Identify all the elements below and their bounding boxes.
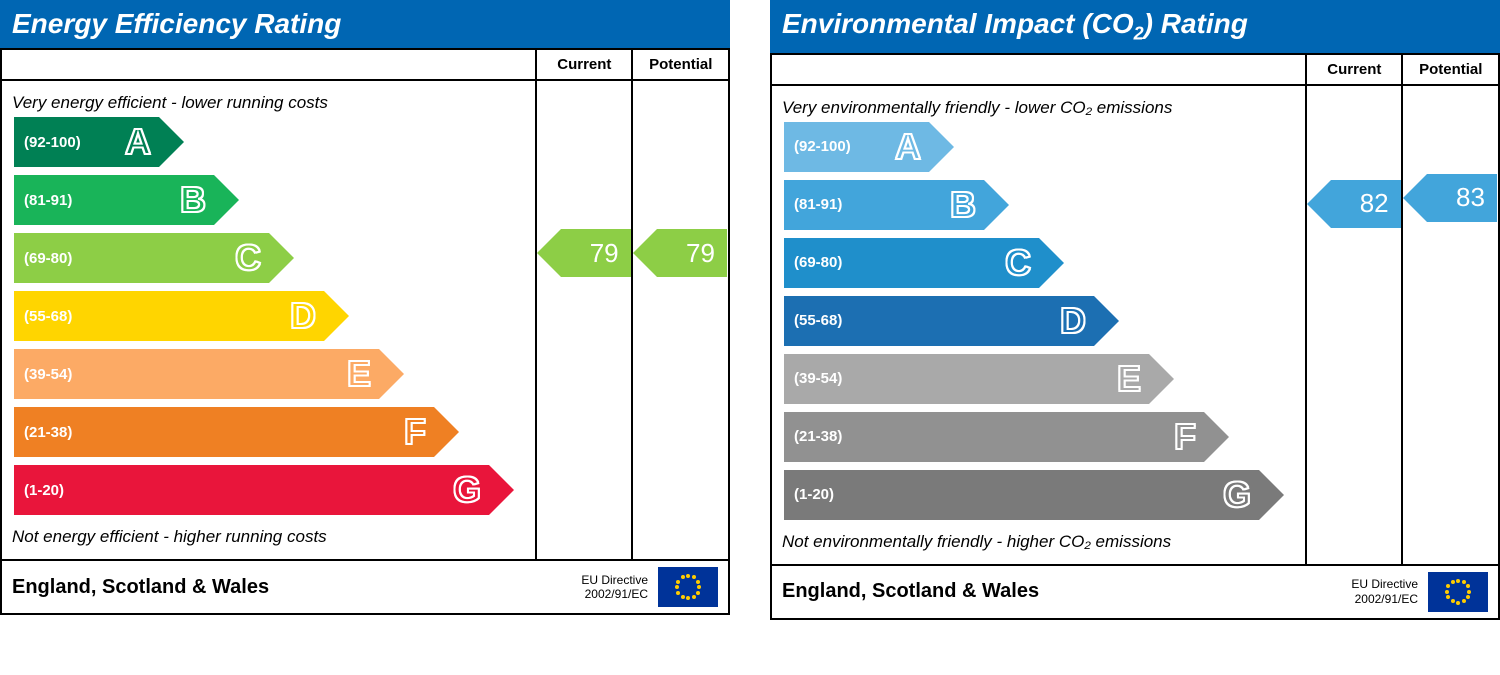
rating-charts-container: Energy Efficiency Rating Current Potenti…	[0, 0, 1500, 620]
header-blank	[1, 49, 536, 80]
directive-line2: 2002/91/EC	[585, 587, 648, 601]
top-caption: Very environmentally friendly - lower CO…	[772, 94, 1305, 122]
directive-line1: EU Directive	[1351, 577, 1418, 591]
band-range: (69-80)	[24, 250, 72, 267]
band-range: (1-20)	[794, 486, 834, 503]
rating-band-b: (81-91) B	[14, 175, 214, 225]
band-letter: E	[1117, 358, 1141, 400]
region-label: England, Scotland & Wales	[782, 580, 1039, 603]
footer-cell: England, Scotland & Wales EU Directive 2…	[771, 565, 1499, 619]
directive-line2: 2002/91/EC	[1355, 592, 1418, 606]
potential-pointer: 79	[657, 229, 727, 277]
current-cell: 79	[536, 80, 632, 560]
band-range: (69-80)	[794, 254, 842, 271]
rating-band-a: (92-100) A	[784, 122, 929, 172]
current-pointer: 79	[561, 229, 631, 277]
band-range: (55-68)	[794, 312, 842, 329]
directive-text: EU Directive 2002/91/EC	[1351, 577, 1418, 606]
bottom-caption: Not environmentally friendly - higher CO…	[772, 528, 1305, 556]
potential-cell: 79	[632, 80, 729, 560]
rating-band-b: (81-91) B	[784, 180, 984, 230]
header-current: Current	[536, 49, 632, 80]
energy-efficiency-panel: Energy Efficiency Rating Current Potenti…	[0, 0, 730, 620]
band-letter: B	[950, 184, 976, 226]
directive-text: EU Directive 2002/91/EC	[581, 573, 648, 602]
bands-cell: Very energy efficient - lower running co…	[1, 80, 536, 560]
rating-band-e: (39-54) E	[784, 354, 1149, 404]
band-letter: C	[235, 237, 261, 279]
rating-band-f: (21-38) F	[14, 407, 434, 457]
band-range: (21-38)	[794, 428, 842, 445]
footer-cell: England, Scotland & Wales EU Directive 2…	[1, 560, 729, 614]
band-range: (55-68)	[24, 308, 72, 325]
eu-flag-icon	[1428, 572, 1488, 612]
rating-band-e: (39-54) E	[14, 349, 379, 399]
band-range: (39-54)	[794, 370, 842, 387]
bottom-caption: Not energy efficient - higher running co…	[2, 523, 535, 551]
band-letter: A	[895, 126, 921, 168]
rating-band-d: (55-68) D	[784, 296, 1094, 346]
band-letter: C	[1005, 242, 1031, 284]
panel-title: Energy Efficiency Rating	[0, 0, 730, 48]
band-letter: G	[453, 469, 481, 511]
band-letter: F	[1174, 416, 1196, 458]
header-current: Current	[1306, 54, 1402, 85]
band-letter: E	[347, 353, 371, 395]
potential-cell: 83	[1402, 85, 1499, 565]
bands-cell: Very environmentally friendly - lower CO…	[771, 85, 1306, 565]
header-blank	[771, 54, 1306, 85]
rating-band-f: (21-38) F	[784, 412, 1204, 462]
band-range: (1-20)	[24, 482, 64, 499]
band-range: (21-38)	[24, 424, 72, 441]
chart-table: Current Potential Very energy efficient …	[0, 48, 730, 615]
header-potential: Potential	[632, 49, 729, 80]
rating-band-c: (69-80) C	[784, 238, 1039, 288]
footer-right: EU Directive 2002/91/EC	[1351, 572, 1488, 612]
region-label: England, Scotland & Wales	[12, 576, 269, 599]
band-range: (39-54)	[24, 366, 72, 383]
band-letter: D	[290, 295, 316, 337]
rating-band-g: (1-20) G	[14, 465, 489, 515]
eu-flag-icon	[658, 567, 718, 607]
band-letter: B	[180, 179, 206, 221]
directive-line1: EU Directive	[581, 573, 648, 587]
top-caption: Very energy efficient - lower running co…	[2, 89, 535, 117]
band-letter: G	[1223, 474, 1251, 516]
potential-pointer: 83	[1427, 174, 1497, 222]
current-pointer: 82	[1331, 180, 1401, 228]
band-range: (92-100)	[24, 134, 81, 151]
panel-title: Environmental Impact (CO2) Rating	[770, 0, 1500, 53]
rating-band-c: (69-80) C	[14, 233, 269, 283]
band-range: (92-100)	[794, 138, 851, 155]
header-potential: Potential	[1402, 54, 1499, 85]
chart-table: Current Potential Very environmentally f…	[770, 53, 1500, 620]
footer-right: EU Directive 2002/91/EC	[581, 567, 718, 607]
environmental-impact-panel: Environmental Impact (CO2) Rating Curren…	[770, 0, 1500, 620]
rating-band-d: (55-68) D	[14, 291, 324, 341]
current-cell: 82	[1306, 85, 1402, 565]
band-letter: F	[404, 411, 426, 453]
bars-area: (92-100) A (81-91) B (69-80) C (55-68) D (39-54)…	[772, 122, 1305, 520]
band-range: (81-91)	[24, 192, 72, 209]
band-range: (81-91)	[794, 196, 842, 213]
rating-band-g: (1-20) G	[784, 470, 1259, 520]
band-letter: A	[125, 121, 151, 163]
band-letter: D	[1060, 300, 1086, 342]
rating-band-a: (92-100) A	[14, 117, 159, 167]
bars-area: (92-100) A (81-91) B (69-80) C (55-68) D (39-54)…	[2, 117, 535, 515]
